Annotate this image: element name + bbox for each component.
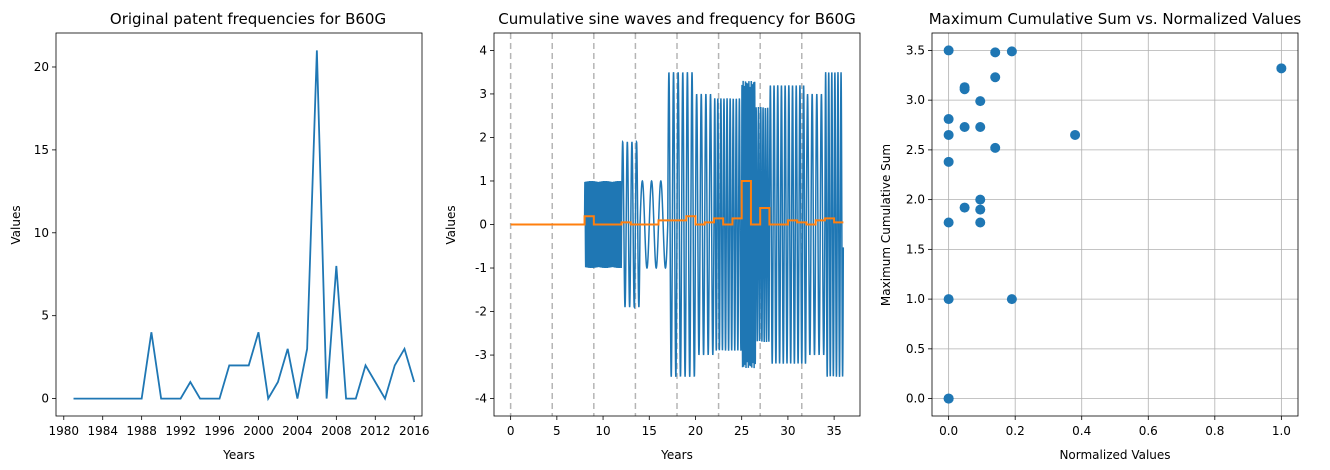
x-tick-label: 0 [507,424,515,438]
y-tick-label: -2 [475,305,487,319]
y-axis-label: Values [444,205,458,244]
scatter-point [943,393,954,404]
scatter-point [1006,46,1017,57]
y-tick-label: 3.5 [906,43,925,57]
scatter-point [975,204,986,215]
scatter-point [959,84,970,95]
x-axis-label: Normalized Values [1059,448,1170,462]
y-tick-label: 0 [479,218,487,232]
x-tick-label: 35 [826,424,841,438]
x-tick-label: 20 [688,424,703,438]
scatter-point [1276,63,1287,74]
scatter-point [975,217,986,228]
x-tick-label: 2016 [399,424,430,438]
y-tick-label: 20 [34,60,49,74]
scatter-point [943,217,954,228]
scatter-point [990,47,1001,58]
x-tick-label: 2000 [243,424,274,438]
y-axis-label: Values [9,205,23,244]
scatter-point [975,194,986,205]
x-tick-label: 0.0 [939,424,958,438]
y-tick-label: -3 [475,348,487,362]
scatter-point [943,114,954,125]
y-tick-label: 5 [41,309,49,323]
x-tick-label: 15 [642,424,657,438]
x-tick-label: 0.8 [1205,424,1224,438]
sine-wave-line [510,72,845,377]
scatter-point [943,45,954,56]
series-line [73,50,416,402]
scatter-point [990,72,1001,83]
y-tick-label: 2 [479,130,487,144]
y-tick-label: 1 [479,174,487,188]
x-tick-label: 1992 [165,424,196,438]
axes-frame [931,32,1299,417]
x-axis-label: Years [660,448,693,462]
y-tick-label: 1.0 [906,292,925,306]
y-tick-label: 3 [479,87,487,101]
x-tick-label: 2008 [321,424,352,438]
chart-patent-frequencies: Original patent frequencies for B60G 198… [9,10,429,462]
scatter-point [1070,129,1081,140]
x-tick-label: 10 [595,424,610,438]
x-tick-label: 1.0 [1272,424,1291,438]
chart-title: Original patent frequencies for B60G [110,10,386,28]
y-tick-label: 1.5 [906,242,925,256]
y-tick-label: 0 [41,392,49,406]
y-tick-label: 15 [34,143,49,157]
scatter-point [959,122,970,133]
x-axis-label: Years [222,448,255,462]
scatter-point [990,142,1001,153]
x-tick-label: 1980 [49,424,80,438]
x-tick-label: 25 [734,424,749,438]
y-tick-label: 3.0 [906,93,925,107]
scatter-point [1006,294,1017,305]
x-tick-label: 2004 [282,424,313,438]
scatter-point [943,129,954,140]
x-tick-label: 30 [780,424,795,438]
y-tick-label: -1 [475,261,487,275]
x-tick-label: 0.6 [1139,424,1158,438]
x-tick-label: 1984 [87,424,118,438]
chart-cumulative-sine-waves: Cumulative sine waves and frequency for … [444,10,861,462]
y-tick-label: 2.0 [906,193,925,207]
axes-frame [55,32,423,417]
scatter-point [943,294,954,305]
y-axis-label: Maximum Cumulative Sum [879,144,893,306]
scatter-point [975,122,986,133]
y-tick-label: -4 [475,392,487,406]
x-tick-label: 2012 [360,424,391,438]
frequency-step-line [510,179,844,226]
chart-title: Cumulative sine waves and frequency for … [498,10,855,28]
scatter-point [975,96,986,107]
y-tick-label: 0.5 [906,342,925,356]
y-tick-label: 2.5 [906,143,925,157]
x-tick-label: 0.2 [1006,424,1025,438]
x-tick-label: 1996 [204,424,235,438]
scatter-point [943,156,954,167]
y-tick-label: 10 [34,226,49,240]
chart-max-cumsum-scatter: Maximum Cumulative Sum vs. Normalized Va… [879,10,1301,462]
x-tick-label: 1988 [126,424,157,438]
scatter-point [959,202,970,213]
x-tick-label: 0.4 [1072,424,1091,438]
y-tick-label: 4 [479,43,487,57]
y-tick-label: 0.0 [906,392,925,406]
chart-title: Maximum Cumulative Sum vs. Normalized Va… [929,10,1302,28]
x-tick-label: 5 [553,424,561,438]
